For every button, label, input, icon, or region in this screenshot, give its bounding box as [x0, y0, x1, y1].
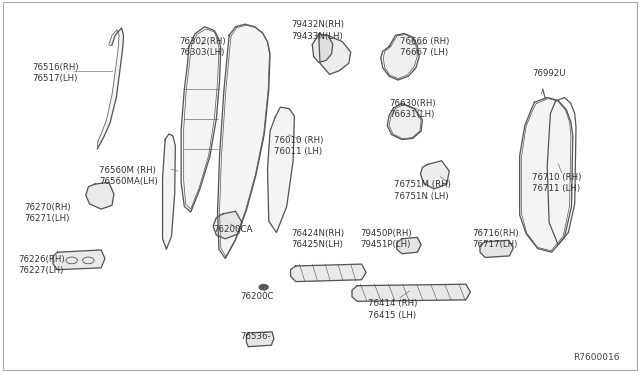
- Polygon shape: [480, 240, 513, 257]
- Text: 76424N(RH)
76425N(LH): 76424N(RH) 76425N(LH): [291, 229, 344, 249]
- Polygon shape: [520, 97, 573, 252]
- Circle shape: [259, 285, 268, 290]
- Text: R7600016: R7600016: [573, 353, 620, 362]
- Text: 76751M (RH)
76751N (LH): 76751M (RH) 76751N (LH): [394, 180, 451, 201]
- Polygon shape: [53, 250, 105, 270]
- Text: 76200CA: 76200CA: [213, 225, 253, 234]
- Polygon shape: [387, 103, 422, 140]
- Polygon shape: [420, 161, 449, 189]
- Polygon shape: [163, 134, 175, 249]
- Text: 76560M (RH)
76560MA(LH): 76560M (RH) 76560MA(LH): [99, 166, 158, 186]
- Polygon shape: [291, 264, 366, 282]
- Polygon shape: [181, 27, 221, 212]
- Text: 76226(RH)
76227(LH): 76226(RH) 76227(LH): [18, 255, 65, 275]
- Polygon shape: [397, 237, 421, 254]
- Polygon shape: [312, 34, 333, 62]
- Polygon shape: [246, 332, 274, 347]
- Text: 76710 (RH)
76711 (LH): 76710 (RH) 76711 (LH): [532, 173, 582, 193]
- Text: 76270(RH)
76271(LH): 76270(RH) 76271(LH): [24, 203, 71, 223]
- Text: 76200C: 76200C: [240, 292, 273, 301]
- Polygon shape: [319, 34, 351, 74]
- Polygon shape: [352, 284, 470, 301]
- Text: 76666 (RH)
76667 (LH): 76666 (RH) 76667 (LH): [400, 37, 449, 57]
- Text: 76536-: 76536-: [240, 332, 271, 341]
- Text: 76716(RH)
76717(LH): 76716(RH) 76717(LH): [472, 229, 519, 249]
- Text: 76302(RH)
76303(LH): 76302(RH) 76303(LH): [179, 37, 226, 57]
- Text: 76992U: 76992U: [532, 69, 566, 78]
- Polygon shape: [86, 182, 114, 209]
- Polygon shape: [97, 28, 124, 149]
- Text: 79432N(RH)
79433N(LH): 79432N(RH) 79433N(LH): [291, 20, 344, 41]
- Text: 76630(RH)
76631(LH): 76630(RH) 76631(LH): [389, 99, 436, 119]
- Polygon shape: [218, 24, 270, 259]
- Polygon shape: [381, 33, 419, 80]
- Polygon shape: [213, 211, 242, 239]
- Text: 76010 (RH)
76011 (LH): 76010 (RH) 76011 (LH): [274, 136, 323, 156]
- Text: 79450P(RH)
79451P(LH): 79450P(RH) 79451P(LH): [360, 229, 412, 249]
- Text: 76516(RH)
76517(LH): 76516(RH) 76517(LH): [32, 63, 79, 83]
- Text: 76414 (RH)
76415 (LH): 76414 (RH) 76415 (LH): [368, 299, 417, 320]
- Polygon shape: [268, 107, 294, 232]
